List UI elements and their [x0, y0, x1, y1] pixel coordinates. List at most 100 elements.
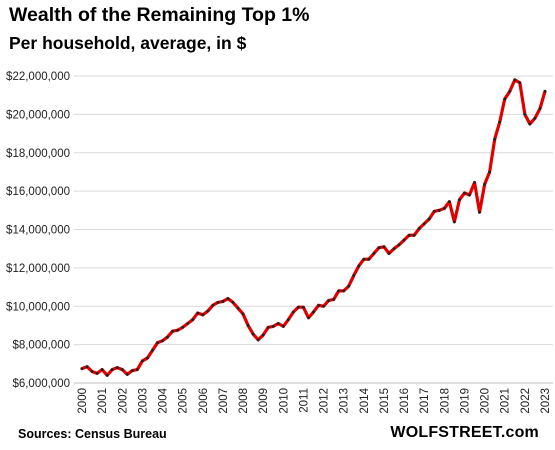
data-point: [432, 209, 436, 213]
data-point: [508, 89, 512, 93]
data-point: [372, 252, 376, 255]
x-tick-label: 2000: [77, 388, 89, 414]
data-point: [186, 322, 190, 325]
x-tick-label: 2008: [238, 388, 250, 414]
data-point: [518, 81, 522, 85]
x-tick-label: 2009: [258, 388, 270, 414]
data-point: [216, 301, 220, 304]
data-point: [276, 322, 280, 325]
data-point: [246, 324, 250, 327]
data-point: [357, 264, 361, 268]
data-point: [447, 200, 451, 204]
data-point: [176, 328, 180, 332]
x-tick-label: 2002: [117, 388, 129, 414]
y-tick-label: $16,000,000: [6, 186, 70, 198]
data-point: [191, 318, 195, 322]
data-point: [120, 368, 124, 371]
data-point: [302, 305, 305, 309]
data-point: [146, 356, 149, 360]
x-tick-label: 2004: [158, 387, 170, 413]
data-point: [437, 208, 441, 212]
data-point: [503, 97, 507, 101]
data-point: [256, 338, 260, 342]
x-tick-label: 2012: [319, 388, 331, 414]
gridlines: [74, 75, 553, 384]
data-point: [251, 332, 255, 336]
data-point: [201, 313, 205, 317]
data-point: [196, 311, 200, 315]
data-point: [332, 298, 336, 301]
x-tick-label: 2010: [278, 388, 290, 414]
data-point: [362, 257, 366, 261]
x-tick-label: 2017: [419, 388, 431, 414]
data-point: [206, 309, 210, 313]
data-point: [538, 107, 542, 111]
data-point: [100, 368, 104, 371]
data-point: [463, 191, 466, 195]
x-tick-label: 2006: [198, 388, 210, 414]
data-point: [90, 370, 94, 373]
data-point: [85, 365, 89, 369]
chart-title: Wealth of the Remaining Top 1%: [9, 4, 310, 26]
data-point: [211, 303, 215, 307]
y-tick-label: $18,000,000: [6, 148, 70, 160]
y-tick-label: $8,000,000: [12, 340, 70, 352]
data-point: [221, 300, 225, 303]
data-point: [498, 120, 502, 124]
data-point: [140, 359, 144, 363]
series-line-layer: [80, 78, 547, 377]
data-point: [513, 78, 517, 82]
x-tick-label: 2021: [500, 388, 512, 414]
data-point: [297, 305, 300, 309]
source-note: Sources: Census Bureau: [18, 427, 167, 441]
chart-subtitle: Per household, average, in $: [9, 33, 247, 53]
data-point: [473, 181, 476, 184]
y-tick-label: $6,000,000: [12, 378, 70, 390]
data-point: [337, 289, 341, 293]
data-point: [271, 324, 275, 328]
x-tick-label: 2003: [137, 388, 149, 414]
data-point: [347, 284, 351, 288]
data-point: [181, 325, 185, 329]
data-point: [156, 341, 159, 345]
y-tick-label: $20,000,000: [6, 109, 70, 121]
y-tick-label: $14,000,000: [6, 225, 70, 237]
data-point: [312, 310, 315, 314]
x-tick-label: 2020: [480, 388, 492, 414]
data-point: [528, 122, 532, 126]
x-tick-label: 2022: [520, 388, 532, 414]
data-point: [468, 193, 471, 197]
data-point: [412, 233, 416, 237]
data-point: [105, 373, 109, 377]
data-point: [266, 325, 270, 329]
data-point: [407, 233, 411, 237]
data-point: [377, 246, 381, 250]
data-point: [241, 312, 245, 316]
data-point: [342, 289, 346, 293]
data-point: [171, 329, 174, 333]
data-point: [281, 324, 285, 328]
data-point: [307, 316, 310, 320]
data-point: [523, 112, 527, 116]
y-tick-label: $12,000,000: [6, 263, 70, 275]
data-point: [261, 333, 265, 337]
data-point: [236, 306, 240, 310]
x-tick-label: 2005: [178, 388, 190, 414]
x-tick-label: 2014: [359, 387, 371, 413]
data-point: [453, 220, 456, 224]
data-point: [135, 368, 139, 371]
brand-logo-text: WOLFSTREET.com: [390, 424, 539, 441]
data-point: [327, 299, 330, 302]
x-tick-label: 2016: [399, 388, 411, 414]
data-point: [402, 238, 406, 242]
data-point: [417, 227, 421, 230]
data-point: [382, 245, 386, 249]
data-point: [115, 366, 119, 370]
y-axis: $6,000,000 $8,000,000 $10,000,000 $12,000,0…: [6, 71, 70, 390]
data-point: [151, 348, 154, 352]
data-point: [478, 210, 481, 214]
x-tick-label: 2011: [298, 388, 310, 413]
data-point: [427, 217, 431, 221]
x-tick-label: 2015: [379, 388, 391, 414]
